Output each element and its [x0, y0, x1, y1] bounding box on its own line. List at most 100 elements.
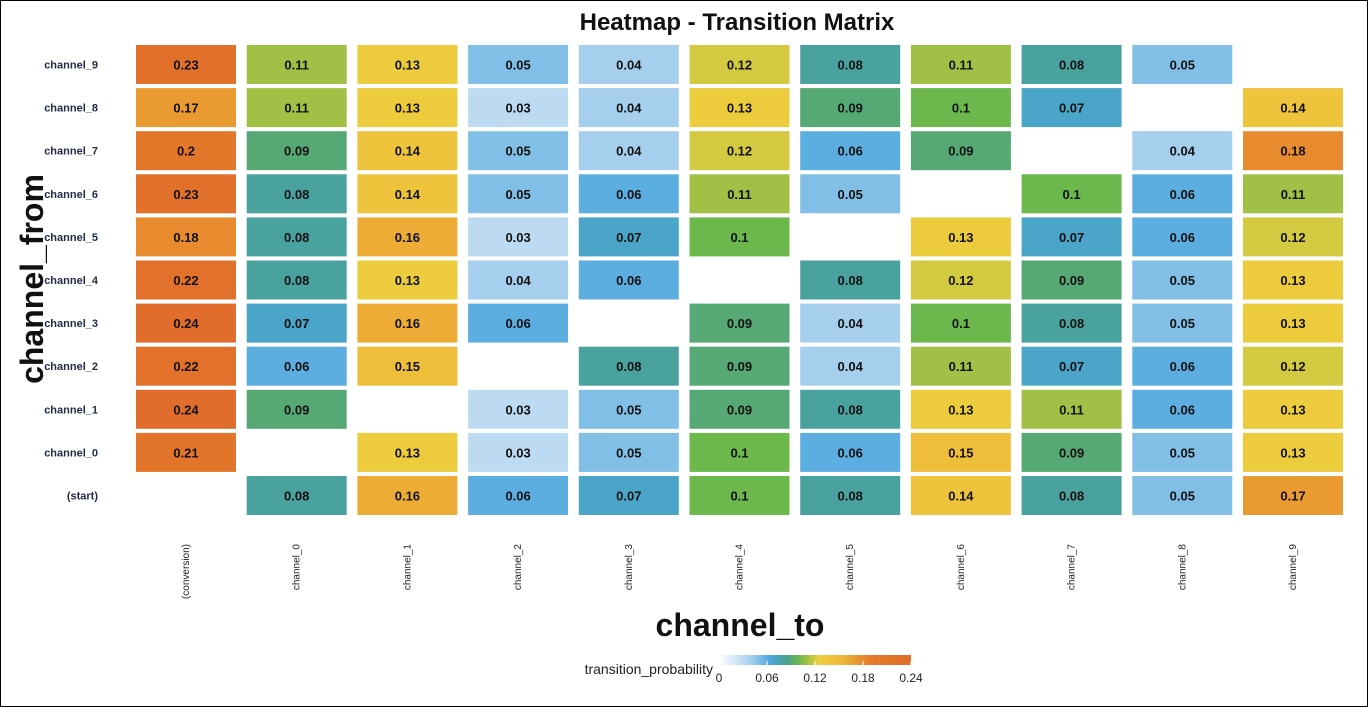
cell-value-label: 0.13: [395, 58, 420, 73]
cell-value-label: 0.06: [505, 316, 530, 331]
legend-colorbar: [719, 655, 911, 665]
x-tick-label: channel_6: [956, 544, 967, 591]
heatmap-cell: [689, 88, 790, 128]
cell-value-label: 0.06: [838, 445, 863, 460]
cell-value-label: 0.03: [505, 402, 530, 417]
heatmap-cell: [1021, 432, 1122, 472]
cell-value-label: 0.23: [173, 58, 198, 73]
heatmap-cell: [468, 303, 569, 343]
cell-value-label: 0.13: [948, 230, 973, 245]
heatmap-cell: [468, 88, 569, 128]
cell-value-label: 0.13: [1280, 273, 1305, 288]
x-tick-label: channel_5: [845, 544, 856, 591]
x-tick-label: channel_4: [735, 544, 746, 591]
cell-value-label: 0.07: [1059, 230, 1084, 245]
y-tick-label: (start): [67, 491, 99, 503]
heatmap-cell: [800, 432, 901, 472]
cell-value-label: 0.23: [173, 187, 198, 202]
x-tick-label: channel_1: [402, 544, 413, 591]
heatmap-cell: [1021, 346, 1122, 386]
heatmap-cell: [689, 476, 790, 515]
cell-value-label: 0.24: [173, 402, 199, 417]
cell-value-label: 0.04: [616, 58, 642, 73]
cell-value-label: 0.13: [395, 273, 420, 288]
cell-value-label: 0.1: [730, 489, 748, 504]
heatmap-cell: [136, 260, 236, 300]
legend-tick-label: 0.12: [803, 671, 827, 685]
cell-value-label: 0.09: [727, 316, 752, 331]
cell-value-label: 0.15: [395, 359, 420, 374]
cell-value-label: 0.04: [838, 316, 864, 331]
heatmap-cell: [136, 389, 236, 429]
cell-value-label: 0.11: [727, 187, 752, 202]
cell-value-label: 0.1: [730, 445, 748, 460]
cell-value-label: 0.08: [616, 359, 641, 374]
cell-value-label: 0.09: [1059, 445, 1084, 460]
heatmap-cell: [1132, 476, 1233, 515]
heatmap-cell: [1021, 389, 1122, 429]
heatmap-cell: [800, 45, 901, 84]
x-tick-label: channel_7: [1067, 544, 1078, 591]
heatmap-cell: [578, 88, 679, 128]
chart-title: Heatmap - Transition Matrix: [580, 9, 895, 36]
heatmap-cell: [910, 346, 1011, 386]
cell-value-label: 0.05: [838, 187, 863, 202]
cell-value-label: 0.08: [1059, 58, 1084, 73]
heatmap-cell: [910, 303, 1011, 343]
x-tick-label: (conversion): [181, 544, 192, 599]
heatmap-cell: [1243, 217, 1343, 257]
cell-value-label: 0.1: [1063, 187, 1081, 202]
heatmap-cell: [1243, 260, 1343, 300]
heatmap-cell: [910, 45, 1011, 84]
cell-value-label: 0.05: [1170, 316, 1195, 331]
heatmap-cell: [1243, 174, 1343, 214]
heatmap-cell: [357, 303, 458, 343]
cell-value-label: 0.04: [616, 144, 642, 159]
cell-value-label: 0.09: [838, 101, 863, 116]
cell-value-label: 0.08: [1059, 316, 1084, 331]
cell-value-label: 0.13: [1280, 445, 1305, 460]
cell-value-label: 0.09: [284, 402, 309, 417]
heatmap-cell: [800, 389, 901, 429]
heatmap-cell: [1132, 45, 1233, 84]
cell-value-label: 0.06: [1170, 230, 1195, 245]
cell-value-label: 0.11: [949, 58, 974, 73]
heatmap-cell: [357, 131, 458, 171]
cell-value-label: 0.03: [505, 230, 530, 245]
heatmap-cell: [1132, 217, 1233, 257]
heatmap-cell: [800, 346, 901, 386]
legend-tick-label: 0: [716, 671, 723, 685]
heatmap-cell: [1132, 303, 1233, 343]
cell-value-label: 0.09: [1059, 273, 1084, 288]
heatmap-cell: [468, 217, 569, 257]
heatmap-cell: [578, 389, 679, 429]
heatmap-cell: [910, 476, 1011, 515]
cell-value-label: 0.05: [505, 144, 530, 159]
heatmap-cell: [1021, 45, 1122, 84]
x-tick-label: channel_9: [1288, 544, 1299, 591]
heatmap-cell: [1243, 476, 1343, 515]
heatmap-cell: [357, 45, 458, 84]
cell-value-label: 0.09: [948, 144, 973, 159]
cell-value-label: 0.06: [1170, 359, 1195, 374]
x-tick-label: channel_3: [624, 544, 635, 591]
heatmap-cell: [357, 260, 458, 300]
heatmap-cell: [578, 45, 679, 84]
cell-value-label: 0.08: [838, 402, 863, 417]
cell-value-label: 0.18: [173, 230, 198, 245]
cell-value-label: 0.11: [1059, 402, 1084, 417]
heatmap-cell: [578, 346, 679, 386]
heatmap-cell: [136, 174, 236, 214]
cell-value-label: 0.06: [505, 489, 530, 504]
cell-value-label: 0.07: [1059, 359, 1084, 374]
legend-tick-label: 0.06: [755, 671, 779, 685]
heatmap-cell: [468, 174, 569, 214]
heatmap-cell: [246, 45, 347, 84]
heatmap-cell: [689, 346, 790, 386]
heatmap-cell: [136, 88, 236, 128]
cell-value-label: 0.07: [616, 230, 641, 245]
heatmap-cell: [578, 260, 679, 300]
cell-value-label: 0.07: [284, 316, 309, 331]
heatmap-cell: [1021, 260, 1122, 300]
heatmap-cell: [1021, 476, 1122, 515]
